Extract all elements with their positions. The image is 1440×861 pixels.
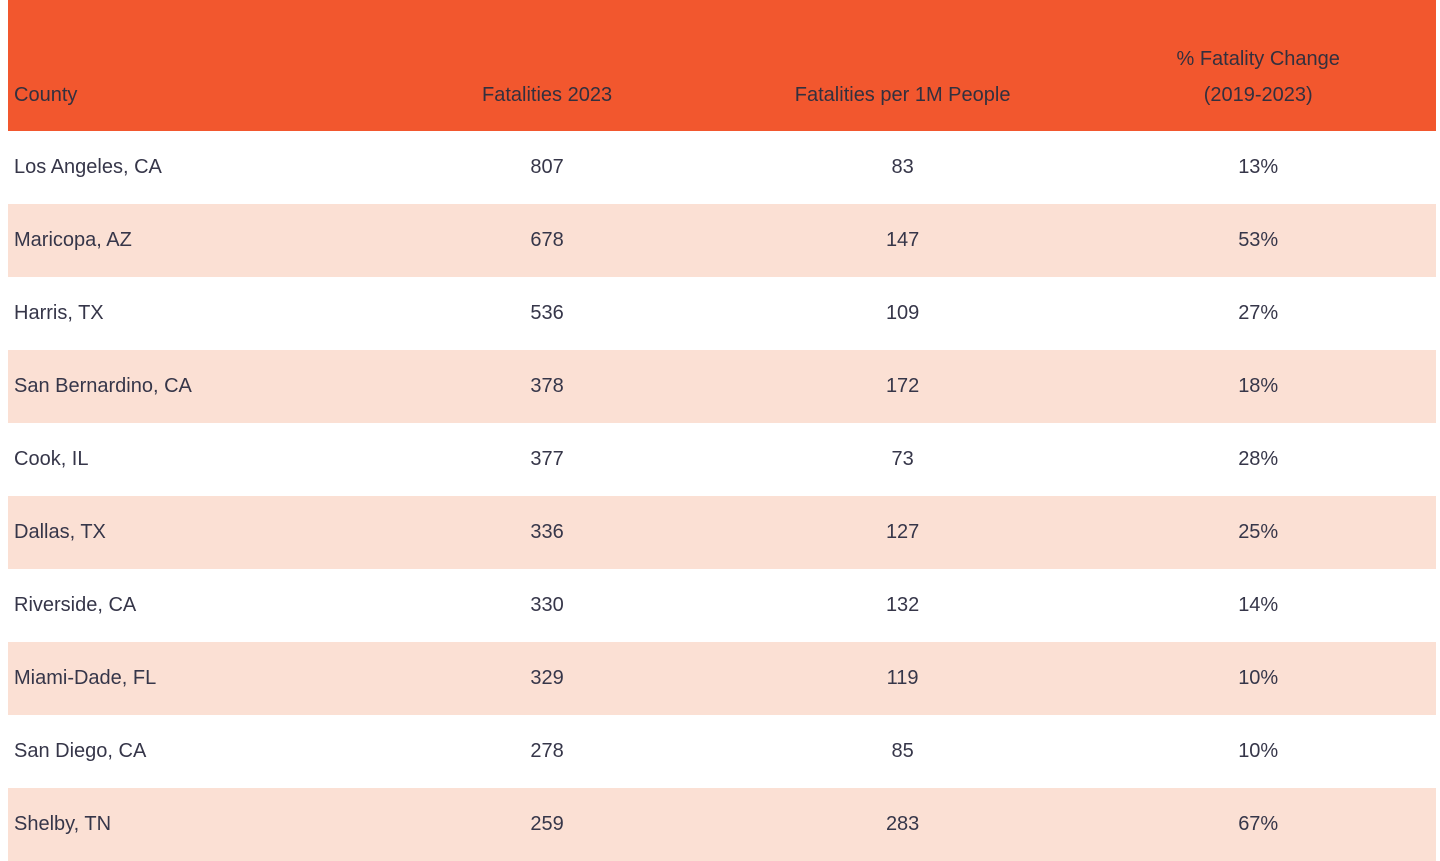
cell-county: Maricopa, AZ	[8, 204, 370, 277]
cell-fatalities-2023: 678	[369, 204, 725, 277]
cell-fatalities-2023: 377	[369, 423, 725, 496]
cell-pct-change: 10%	[1080, 642, 1436, 715]
cell-pct-change: 27%	[1080, 277, 1436, 350]
cell-pct-change: 28%	[1080, 423, 1436, 496]
cell-fatalities-per-1m: 172	[724, 350, 1081, 423]
cell-pct-change: 18%	[1080, 350, 1436, 423]
cell-fatalities-per-1m: 283	[724, 788, 1081, 861]
cell-county: Dallas, TX	[8, 496, 370, 569]
cell-fatalities-2023: 329	[369, 642, 725, 715]
cell-fatalities-2023: 536	[369, 277, 725, 350]
county-fatalities-table: County Fatalities 2023 Fatalities per 1M…	[8, 0, 1436, 861]
cell-county: Shelby, TN	[8, 788, 370, 861]
table-row: Cook, IL 377 73 28%	[8, 423, 1436, 496]
col-header-pct-fatality-change: % Fatality Change (2019-2023)	[1080, 0, 1436, 131]
table-row: Miami-Dade, FL 329 119 10%	[8, 642, 1436, 715]
table-row: Los Angeles, CA 807 83 13%	[8, 131, 1436, 204]
cell-fatalities-2023: 807	[369, 131, 725, 204]
cell-fatalities-per-1m: 127	[724, 496, 1081, 569]
cell-fatalities-per-1m: 109	[724, 277, 1081, 350]
cell-fatalities-per-1m: 83	[724, 131, 1081, 204]
pct-change-header-line2: (2019-2023)	[1203, 84, 1313, 106]
header-row: County Fatalities 2023 Fatalities per 1M…	[8, 0, 1436, 131]
cell-pct-change: 13%	[1080, 131, 1436, 204]
cell-fatalities-2023: 336	[369, 496, 725, 569]
pct-change-header-line1: % Fatality Change	[1176, 48, 1340, 70]
cell-fatalities-2023: 378	[369, 350, 725, 423]
cell-pct-change: 10%	[1080, 715, 1436, 788]
cell-fatalities-per-1m: 147	[724, 204, 1081, 277]
col-header-fatalities-2023: Fatalities 2023	[369, 0, 725, 131]
cell-county: Los Angeles, CA	[8, 131, 370, 204]
table-row: Harris, TX 536 109 27%	[8, 277, 1436, 350]
table-row: San Bernardino, CA 378 172 18%	[8, 350, 1436, 423]
table-row: Riverside, CA 330 132 14%	[8, 569, 1436, 642]
cell-fatalities-2023: 259	[369, 788, 725, 861]
cell-fatalities-2023: 330	[369, 569, 725, 642]
cell-pct-change: 14%	[1080, 569, 1436, 642]
cell-county: San Bernardino, CA	[8, 350, 370, 423]
cell-fatalities-per-1m: 119	[724, 642, 1081, 715]
cell-county: Miami-Dade, FL	[8, 642, 370, 715]
table-row: Dallas, TX 336 127 25%	[8, 496, 1436, 569]
table-row: San Diego, CA 278 85 10%	[8, 715, 1436, 788]
cell-pct-change: 67%	[1080, 788, 1436, 861]
cell-fatalities-per-1m: 73	[724, 423, 1081, 496]
cell-fatalities-per-1m: 132	[724, 569, 1081, 642]
cell-fatalities-per-1m: 85	[724, 715, 1081, 788]
col-header-fatalities-per-1m: Fatalities per 1M People	[724, 0, 1081, 131]
col-header-county: County	[8, 0, 370, 131]
table-row: Maricopa, AZ 678 147 53%	[8, 204, 1436, 277]
cell-pct-change: 53%	[1080, 204, 1436, 277]
cell-fatalities-2023: 278	[369, 715, 725, 788]
cell-county: Riverside, CA	[8, 569, 370, 642]
cell-county: Harris, TX	[8, 277, 370, 350]
table-row: Shelby, TN 259 283 67%	[8, 788, 1436, 861]
cell-county: San Diego, CA	[8, 715, 370, 788]
cell-pct-change: 25%	[1080, 496, 1436, 569]
cell-county: Cook, IL	[8, 423, 370, 496]
